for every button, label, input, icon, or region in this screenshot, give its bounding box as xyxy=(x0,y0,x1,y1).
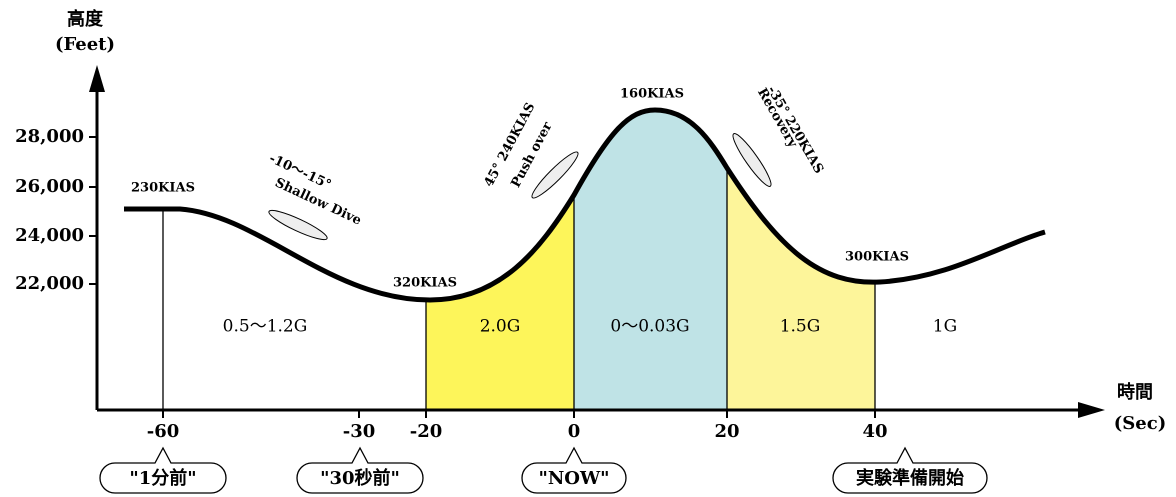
callout: "NOW" xyxy=(538,468,609,489)
y-title: 高度 xyxy=(67,8,104,30)
x-tick-label: -30 xyxy=(343,421,376,442)
x-arrow xyxy=(1078,402,1105,418)
phase-label: 0.5〜1.2G xyxy=(223,317,308,337)
phase-label: 0〜0.03G xyxy=(610,317,689,337)
y-tick-label: 28,000 xyxy=(15,126,84,147)
y-tick-label: 22,000 xyxy=(15,273,84,294)
speed-label: 230KIAS xyxy=(131,181,195,196)
y-tick-label: 26,000 xyxy=(15,176,84,197)
diagram: 高度 (Feet) 28,000 26,000 24,000 22,000 時間… xyxy=(0,0,1176,497)
y-unit: (Feet) xyxy=(55,34,115,55)
fill-1-5g xyxy=(727,60,875,410)
callout: "1分前" xyxy=(129,467,196,489)
x-tick-label: -60 xyxy=(147,421,180,442)
phase-label: 1.5G xyxy=(780,317,821,337)
x-tick-label: -20 xyxy=(410,421,443,442)
x-title: 時間 xyxy=(1117,382,1153,403)
x-tick-label: 40 xyxy=(862,421,887,442)
y-arrow xyxy=(89,65,105,92)
phase-label: 2.0G xyxy=(480,317,521,337)
speed-label: 300KIAS xyxy=(845,250,909,265)
callout: 実験準備開始 xyxy=(856,467,964,489)
callout: "30秒前" xyxy=(320,467,400,489)
x-tick-label: 0 xyxy=(568,421,581,442)
speed-label: 320KIAS xyxy=(393,276,457,291)
y-tick-label: 24,000 xyxy=(15,225,84,246)
phase-label: 1G xyxy=(933,317,957,337)
speed-label: 160KIAS xyxy=(620,87,684,102)
x-unit: (Sec) xyxy=(1114,413,1166,434)
x-tick-label: 20 xyxy=(714,421,739,442)
fill-2g xyxy=(426,60,574,410)
